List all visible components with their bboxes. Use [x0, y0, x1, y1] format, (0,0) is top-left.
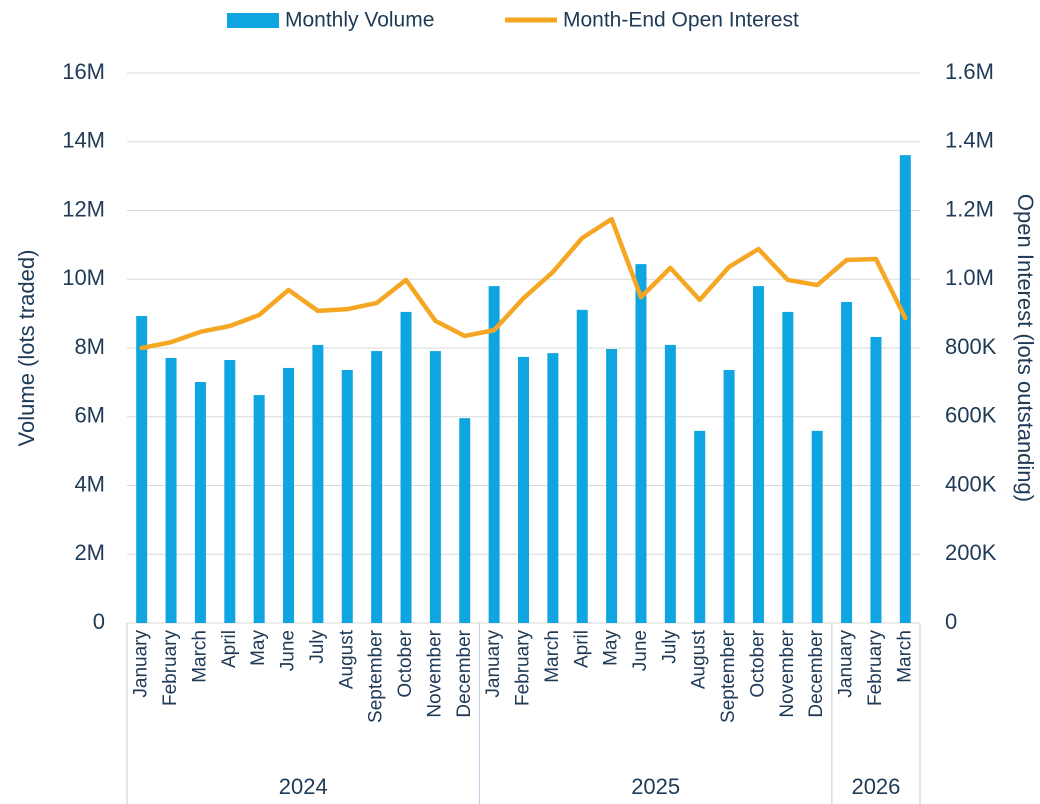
bar — [694, 430, 706, 623]
y-tick-label: 16M — [62, 59, 105, 84]
group-label: 2025 — [631, 774, 680, 799]
x-tick-label: December — [806, 629, 827, 717]
x-tick-label: March — [189, 630, 210, 683]
x-tick-label: June — [630, 630, 651, 671]
bar — [312, 344, 324, 623]
bar — [165, 357, 177, 623]
y-tick-label: 8M — [74, 334, 105, 359]
y-tick-label: 4M — [74, 471, 105, 496]
x-tick-label: July — [659, 630, 680, 664]
y2-tick-label: 1.0M — [945, 265, 994, 290]
y-tick-label: 2M — [74, 540, 105, 565]
x-tick-label: July — [307, 630, 328, 664]
x-tick-label: October — [747, 629, 768, 697]
bar — [664, 344, 676, 623]
y-tick-label: 0 — [93, 609, 105, 634]
x-tick-label: September — [366, 629, 387, 723]
x-tick-label: September — [718, 629, 739, 723]
x-tick-label: January — [836, 630, 857, 698]
x-tick-label: March — [542, 630, 563, 683]
y-tick-label: 6M — [74, 403, 105, 428]
bar — [811, 430, 823, 623]
y2-tick-label: 1.4M — [945, 128, 994, 153]
y2-tick-label: 400K — [945, 471, 997, 496]
bar — [870, 337, 882, 623]
bar — [606, 349, 618, 623]
x-tick-label: December — [454, 629, 475, 717]
x-tick-label: November — [424, 629, 445, 717]
y-tick-label: 10M — [62, 265, 105, 290]
bar — [547, 353, 559, 623]
x-tick-label: January — [483, 630, 504, 698]
bar — [194, 382, 206, 623]
y-tick-label: 14M — [62, 128, 105, 153]
x-tick-label: January — [131, 630, 152, 698]
group-label: 2024 — [279, 774, 328, 799]
x-tick-label: April — [571, 630, 592, 668]
y-tick-label: 12M — [62, 196, 105, 221]
x-tick-label: March — [894, 630, 915, 683]
x-tick-label: August — [336, 629, 357, 689]
y2-axis-title: Open Interest (lots outstanding) — [1013, 194, 1038, 502]
legend-swatch — [227, 13, 279, 28]
bar — [136, 316, 148, 623]
y2-tick-label: 200K — [945, 540, 997, 565]
y-axis-title: Volume (lots traded) — [14, 250, 39, 447]
bar — [723, 370, 735, 623]
x-tick-label: May — [248, 630, 269, 666]
bar — [576, 309, 588, 623]
bar — [371, 351, 383, 623]
y2-tick-label: 0 — [945, 609, 957, 634]
bar — [488, 286, 500, 623]
legend-label: Monthly Volume — [285, 9, 434, 32]
bar — [635, 264, 647, 623]
bar — [752, 286, 764, 623]
bar — [518, 356, 529, 623]
x-tick-label: February — [160, 630, 181, 707]
x-tick-label: June — [278, 630, 299, 671]
group-label: 2026 — [851, 774, 900, 799]
bar — [459, 418, 471, 623]
bar — [400, 311, 412, 623]
x-tick-label: November — [777, 629, 798, 717]
line — [139, 216, 908, 351]
x-tick-label: October — [395, 629, 416, 697]
y2-tick-label: 1.6M — [945, 59, 994, 84]
y2-tick-label: 1.2M — [945, 196, 994, 221]
bar — [429, 351, 441, 623]
y2-tick-label: 600K — [945, 403, 997, 428]
bar — [224, 360, 236, 623]
bar — [782, 311, 794, 623]
x-tick-label: February — [865, 630, 886, 707]
x-tick-label: August — [689, 629, 710, 689]
x-tick-label: February — [513, 630, 534, 707]
legend-label: Month-End Open Interest — [563, 9, 799, 32]
bar — [253, 395, 265, 623]
x-tick-label: April — [219, 630, 240, 668]
bar — [841, 301, 853, 623]
bar — [899, 155, 911, 623]
bar — [341, 370, 353, 623]
x-tick-label: May — [601, 630, 622, 666]
y2-tick-label: 800K — [945, 334, 997, 359]
bar — [283, 367, 295, 623]
